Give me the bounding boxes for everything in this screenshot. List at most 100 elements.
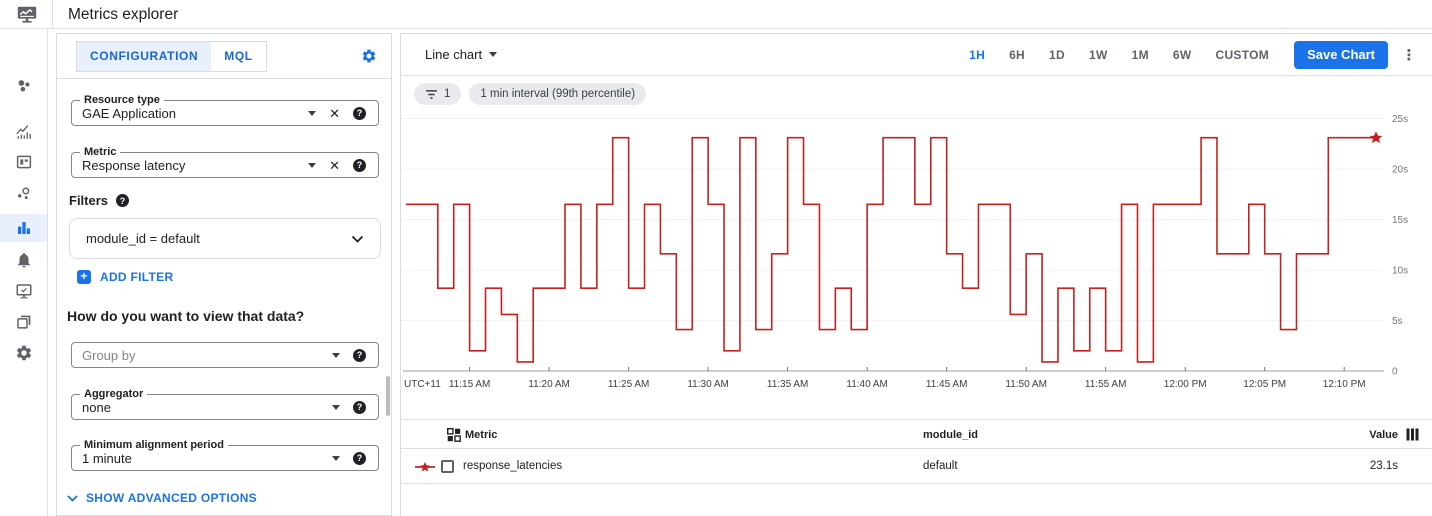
group-by-field[interactable]: Group by ? (71, 342, 379, 368)
time-range-custom[interactable]: CUSTOM (1204, 40, 1280, 70)
cluster-icon (18, 80, 29, 92)
help-icon[interactable]: ? (116, 194, 130, 207)
add-filter-button[interactable]: + ADD FILTER (77, 270, 173, 284)
interval-label: 1 min interval (99th percentile) (480, 88, 636, 100)
dropdown-arrow-icon[interactable] (332, 404, 340, 410)
svg-text:11:20 AM: 11:20 AM (528, 379, 570, 390)
latest-value-star-icon (1369, 131, 1383, 144)
chart-type-dropdown[interactable]: Line chart (425, 47, 498, 62)
time-range-group: 1H 6H 1D 1W 1M 6W CUSTOM (958, 40, 1280, 70)
uptime-icon (16, 284, 31, 299)
sidebar-item-monitoring-home[interactable] (0, 72, 47, 100)
dashboard-icon (16, 155, 31, 169)
resource-type-value: GAE Application (82, 105, 176, 121)
config-scrollbar[interactable] (386, 376, 390, 416)
time-range-1w[interactable]: 1W (1078, 40, 1119, 70)
resource-type-field[interactable]: Resource type GAE Application ✕ ? (71, 94, 379, 126)
view-data-heading: How do you want to view that data? (67, 308, 305, 324)
min-alignment-field[interactable]: Minimum alignment period 1 minute ? (71, 439, 379, 471)
sidebar-item-services[interactable] (0, 180, 47, 208)
sidebar-item-groups[interactable] (0, 308, 47, 336)
help-icon[interactable]: ? (353, 158, 366, 172)
aggregator-field[interactable]: Aggregator none ? (71, 388, 379, 420)
interval-chip[interactable]: 1 min interval (99th percentile) (469, 83, 647, 105)
filter-list-icon (426, 89, 437, 99)
dropdown-arrow-icon[interactable] (332, 352, 340, 358)
min-alignment-value: 1 minute (82, 450, 132, 466)
clear-icon[interactable]: ✕ (329, 157, 340, 173)
settings-gear-icon[interactable] (361, 48, 377, 64)
column-header-metric[interactable]: Metric (465, 429, 498, 441)
module-id-cell: default (923, 460, 958, 472)
svg-text:11:55 AM: 11:55 AM (1085, 379, 1127, 390)
column-header-value[interactable]: Value (1369, 429, 1398, 441)
divider (52, 0, 53, 29)
chart-type-label: Line chart (425, 47, 483, 62)
dropdown-arrow-icon (489, 52, 498, 57)
config-panel: CONFIGURATION MQL Resource type GAE Appl… (56, 33, 392, 516)
help-icon[interactable]: ? (353, 451, 366, 465)
svg-text:12:00 PM: 12:00 PM (1164, 379, 1207, 390)
chevron-down-icon (67, 494, 78, 502)
field-label: Aggregator (80, 388, 148, 401)
sidebar-item-settings[interactable] (0, 339, 47, 367)
filter-count-label: 1 (444, 88, 451, 100)
time-range-1d[interactable]: 1D (1038, 40, 1076, 70)
clear-icon[interactable]: ✕ (329, 105, 340, 121)
tab-configuration[interactable]: CONFIGURATION (77, 42, 212, 71)
time-range-1h[interactable]: 1H (958, 40, 996, 70)
sidebar-item-metrics-explorer[interactable] (0, 214, 47, 242)
legend-table-body: response_latencies default 23.1s (401, 449, 1432, 484)
filter-value: module_id = default (86, 231, 200, 246)
table-row[interactable]: response_latencies default 23.1s (401, 449, 1432, 484)
time-range-6w[interactable]: 6W (1162, 40, 1203, 70)
help-icon[interactable]: ? (353, 106, 366, 120)
svg-text:11:15 AM: 11:15 AM (449, 379, 491, 390)
field-label: Metric (80, 146, 121, 159)
gear-icon (16, 345, 31, 361)
svg-text:UTC+11: UTC+11 (404, 379, 441, 390)
add-filter-label: ADD FILTER (100, 270, 174, 284)
time-range-6h[interactable]: 6H (998, 40, 1036, 70)
sidebar (0, 29, 48, 516)
aggregator-value: none (82, 399, 111, 415)
more-options-icon[interactable]: ⋮ (1401, 46, 1417, 64)
svg-text:12:10 PM: 12:10 PM (1323, 379, 1366, 390)
services-icon (17, 187, 29, 200)
sidebar-item-dashboards[interactable] (0, 148, 47, 176)
column-header-module-id[interactable]: module_id (923, 429, 979, 441)
row-checkbox[interactable] (441, 460, 454, 473)
svg-text:5s: 5s (1392, 316, 1403, 327)
svg-text:11:30 AM: 11:30 AM (687, 379, 729, 390)
svg-text:11:50 AM: 11:50 AM (1005, 379, 1047, 390)
time-range-1m[interactable]: 1M (1121, 40, 1160, 70)
filters-heading: Filters ? (69, 193, 130, 208)
filter-chip[interactable]: module_id = default (69, 218, 381, 259)
show-advanced-options[interactable]: SHOW ADVANCED OPTIONS (67, 491, 257, 505)
help-icon[interactable]: ? (353, 348, 366, 362)
config-tab-group: CONFIGURATION MQL (76, 41, 267, 72)
sidebar-item-uptime-checks[interactable] (0, 277, 47, 305)
dropdown-arrow-icon[interactable] (332, 455, 340, 461)
groups-icon (16, 315, 30, 329)
plus-icon: + (77, 270, 91, 284)
bell-icon (17, 252, 30, 268)
show-advanced-label: SHOW ADVANCED OPTIONS (86, 491, 257, 505)
metric-field[interactable]: Metric Response latency ✕ ? (71, 146, 379, 178)
help-icon[interactable]: ? (353, 400, 366, 414)
columns-icon[interactable] (1406, 428, 1419, 441)
svg-text:11:25 AM: 11:25 AM (608, 379, 650, 390)
tab-mql[interactable]: MQL (211, 42, 266, 71)
legend-grid-icon[interactable] (447, 428, 461, 442)
dropdown-arrow-icon[interactable] (308, 110, 317, 116)
line-chart[interactable]: 25s 20s 15s 10s 5s 0 11:15 AM 11:20 AM 11:25 AM 1… (401, 106, 1431, 396)
save-chart-button[interactable]: Save Chart (1294, 40, 1388, 69)
metric-name-cell: response_latencies (463, 460, 563, 472)
metric-value: Response latency (82, 157, 186, 173)
svg-text:25s: 25s (1392, 114, 1408, 125)
dropdown-arrow-icon[interactable] (308, 162, 317, 168)
sidebar-item-overview[interactable] (0, 118, 47, 146)
filter-count-chip[interactable]: 1 (414, 83, 462, 105)
field-label: Minimum alignment period (80, 439, 228, 452)
sidebar-item-alerting[interactable] (0, 246, 47, 274)
